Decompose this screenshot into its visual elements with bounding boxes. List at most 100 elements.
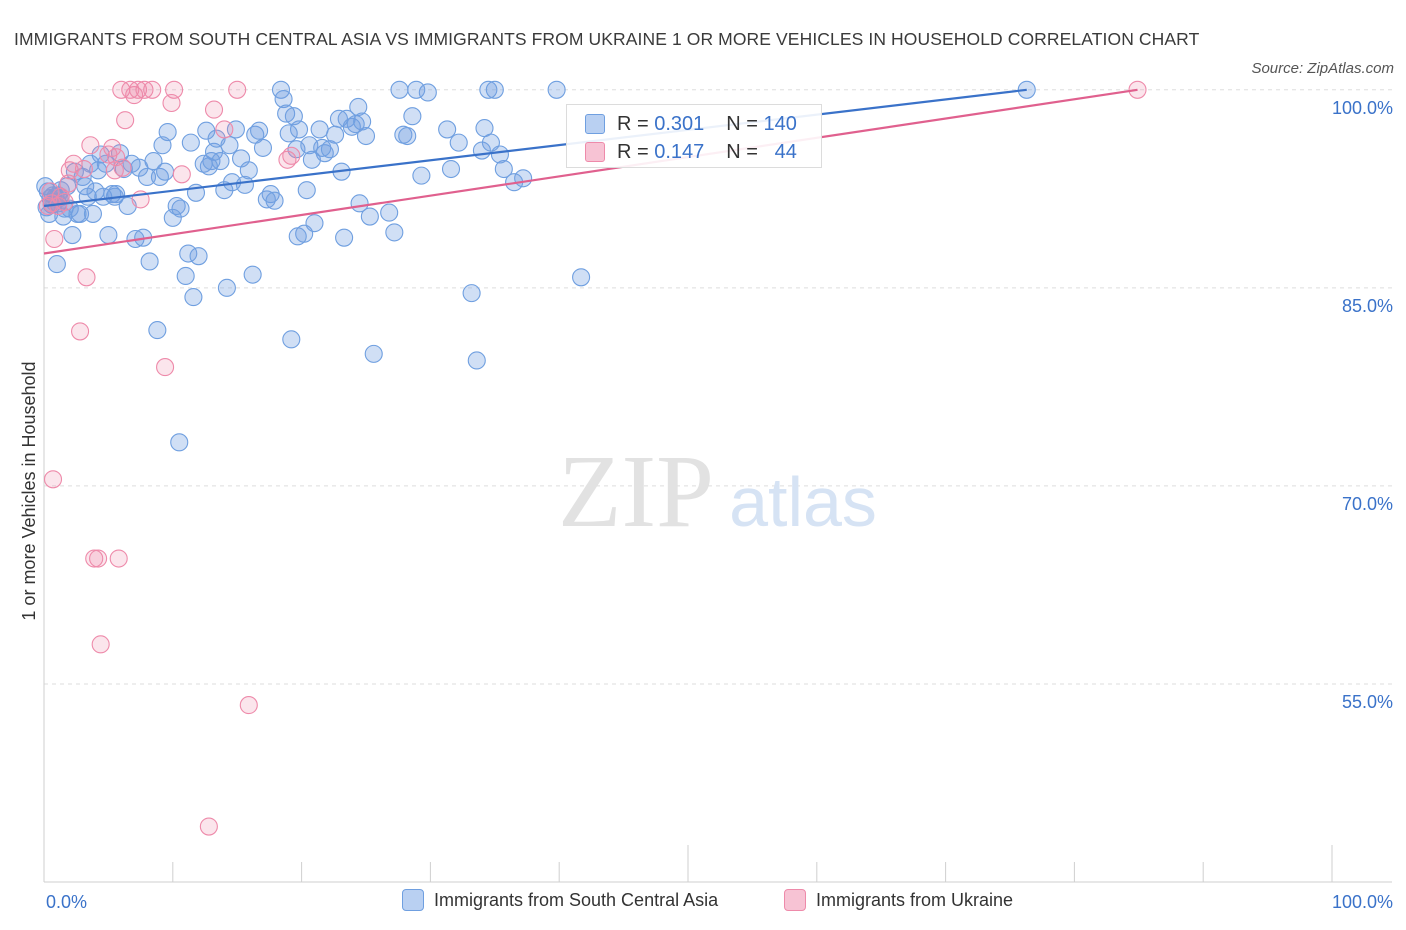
data-point: [99, 225, 118, 245]
data-point: [199, 817, 218, 836]
data-point: [220, 136, 239, 155]
data-point: [63, 225, 82, 245]
y-tick-label: 55.0%: [1342, 692, 1393, 712]
data-point: [279, 124, 298, 143]
data-point: [418, 83, 437, 102]
legend-n-label: N =: [726, 140, 758, 163]
data-point: [109, 549, 128, 568]
correlation-legend: R = 0.301 N = 140 R = 0.147 N = 44: [566, 104, 822, 168]
bottom-legend-pink: Immigrants from Ukraine: [784, 889, 1013, 911]
legend-r-label: R =: [617, 140, 649, 163]
data-point: [380, 203, 399, 222]
legend-swatch-blue: [585, 114, 605, 134]
data-point: [116, 111, 135, 130]
data-point: [144, 152, 163, 171]
legend-n-value: 140: [763, 112, 797, 135]
data-point: [390, 80, 409, 99]
legend-r-value: 0.147: [654, 140, 705, 163]
data-point: [85, 549, 104, 568]
data-point: [199, 157, 218, 176]
data-point: [385, 223, 404, 242]
data-point: [356, 126, 376, 146]
data-point: [170, 433, 189, 452]
data-point: [91, 635, 110, 654]
bottom-legend-swatch-blue: [402, 889, 424, 911]
data-point: [235, 175, 254, 194]
chart-source: Source: ZipAtlas.com: [1251, 60, 1394, 77]
data-point: [135, 80, 154, 99]
data-point: [289, 120, 309, 139]
data-point: [81, 136, 100, 155]
watermark-atlas: atlas: [729, 463, 877, 541]
data-point: [172, 165, 191, 184]
data-point: [329, 109, 349, 128]
data-point: [485, 80, 504, 99]
data-point: [47, 255, 66, 274]
data-point: [150, 167, 169, 186]
legend-n-value: 44: [774, 140, 797, 163]
data-point: [107, 148, 126, 167]
data-point: [282, 330, 301, 349]
data-point: [239, 696, 258, 715]
legend-row-blue: R = 0.301 N = 140: [585, 111, 797, 137]
data-point: [176, 266, 195, 286]
legend-n-label: N =: [726, 112, 758, 135]
y-tick-label: 100.0%: [1332, 98, 1393, 118]
data-point: [217, 278, 236, 297]
data-point: [43, 470, 63, 489]
data-point: [398, 126, 417, 146]
data-point: [353, 112, 372, 131]
data-point: [572, 268, 591, 287]
data-point: [71, 204, 90, 223]
data-point: [204, 142, 224, 161]
data-point: [179, 244, 198, 263]
data-point: [228, 80, 247, 99]
data-point: [438, 120, 457, 139]
x-tick-label-max: 100.0%: [1332, 892, 1393, 912]
data-point: [282, 146, 301, 165]
data-point: [64, 154, 83, 173]
axis-labels: 100.0% 85.0% 70.0% 55.0% 0.0% 100.0% 1 or more…: [19, 98, 1393, 912]
legend-r-value: 0.301: [654, 112, 705, 135]
legend-swatch-pink: [585, 142, 605, 162]
trend-line-blue: [43, 88, 1027, 208]
trend-lines: [43, 88, 1138, 255]
data-point: [143, 80, 162, 99]
data-point: [211, 152, 230, 171]
bottom-legend-label: Immigrants from Ukraine: [816, 889, 1014, 910]
data-point: [156, 162, 175, 181]
data-point: [71, 322, 90, 341]
data-point: [91, 145, 110, 164]
data-point: [74, 159, 93, 179]
data-point: [59, 174, 78, 193]
data-point: [140, 252, 159, 271]
data-point: [412, 166, 431, 185]
data-point: [288, 227, 307, 246]
data-point: [243, 265, 262, 284]
watermark: ZIP atlas: [558, 434, 877, 549]
y-axis-title: 1 or more Vehicles in Household: [19, 361, 39, 620]
data-point: [310, 120, 329, 139]
data-point: [297, 181, 316, 200]
data-point: [514, 169, 533, 188]
data-point: [215, 120, 234, 139]
y-tick-label: 70.0%: [1342, 494, 1393, 514]
data-point: [326, 125, 345, 144]
data-point: [148, 321, 167, 340]
series-south-central-asia: [36, 80, 1036, 452]
data-point: [479, 80, 498, 99]
data-point: [204, 100, 224, 119]
y-tick-label: 85.0%: [1342, 296, 1393, 316]
data-point: [165, 80, 184, 99]
bottom-legend-label: Immigrants from South Central Asia: [434, 889, 719, 910]
data-point: [156, 358, 175, 377]
data-point: [490, 145, 510, 164]
legend-r-label: R =: [617, 112, 649, 135]
data-point: [45, 229, 64, 249]
watermark-zip: ZIP: [558, 434, 714, 549]
data-point: [83, 204, 102, 223]
data-point: [181, 133, 200, 152]
data-point: [250, 121, 269, 140]
data-point: [547, 80, 566, 99]
